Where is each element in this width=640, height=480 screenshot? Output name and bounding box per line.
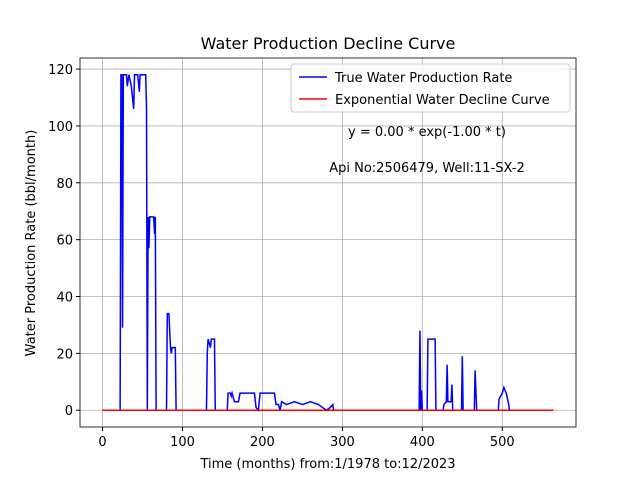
y-axis-label: Water Production Rate (bbl/month) xyxy=(24,130,39,357)
x-tick-label: 500 xyxy=(490,435,515,450)
data-line xyxy=(102,74,554,413)
x-tick-label: 200 xyxy=(250,435,275,450)
y-tick-label: 120 xyxy=(48,63,73,78)
y-tick-label: 40 xyxy=(56,291,73,306)
annotation: y = 0.00 * exp(-1.00 * t) xyxy=(348,125,506,140)
plot-frame xyxy=(79,57,577,428)
y-tick-label: 20 xyxy=(56,347,73,362)
legend-label: True Water Production Rate xyxy=(334,71,512,86)
x-tick-label: 0 xyxy=(98,435,106,450)
y-tick-label: 60 xyxy=(56,234,73,249)
x-tick-label: 300 xyxy=(330,435,355,450)
chart-title: Water Production Decline Curve xyxy=(201,34,456,53)
y-tick-label: 100 xyxy=(48,120,73,135)
x-tick-label: 100 xyxy=(170,435,195,450)
legend-label: Exponential Water Decline Curve xyxy=(335,93,550,108)
x-axis-label: Time (months) from:1/1978 to:12/2023 xyxy=(199,457,455,472)
annotation: Api No:2506479, Well:11-SX-2 xyxy=(329,161,525,176)
y-tick-label: 80 xyxy=(56,177,73,192)
x-tick-label: 400 xyxy=(410,435,435,450)
y-tick-label: 0 xyxy=(65,404,73,419)
legend-box xyxy=(290,63,571,113)
